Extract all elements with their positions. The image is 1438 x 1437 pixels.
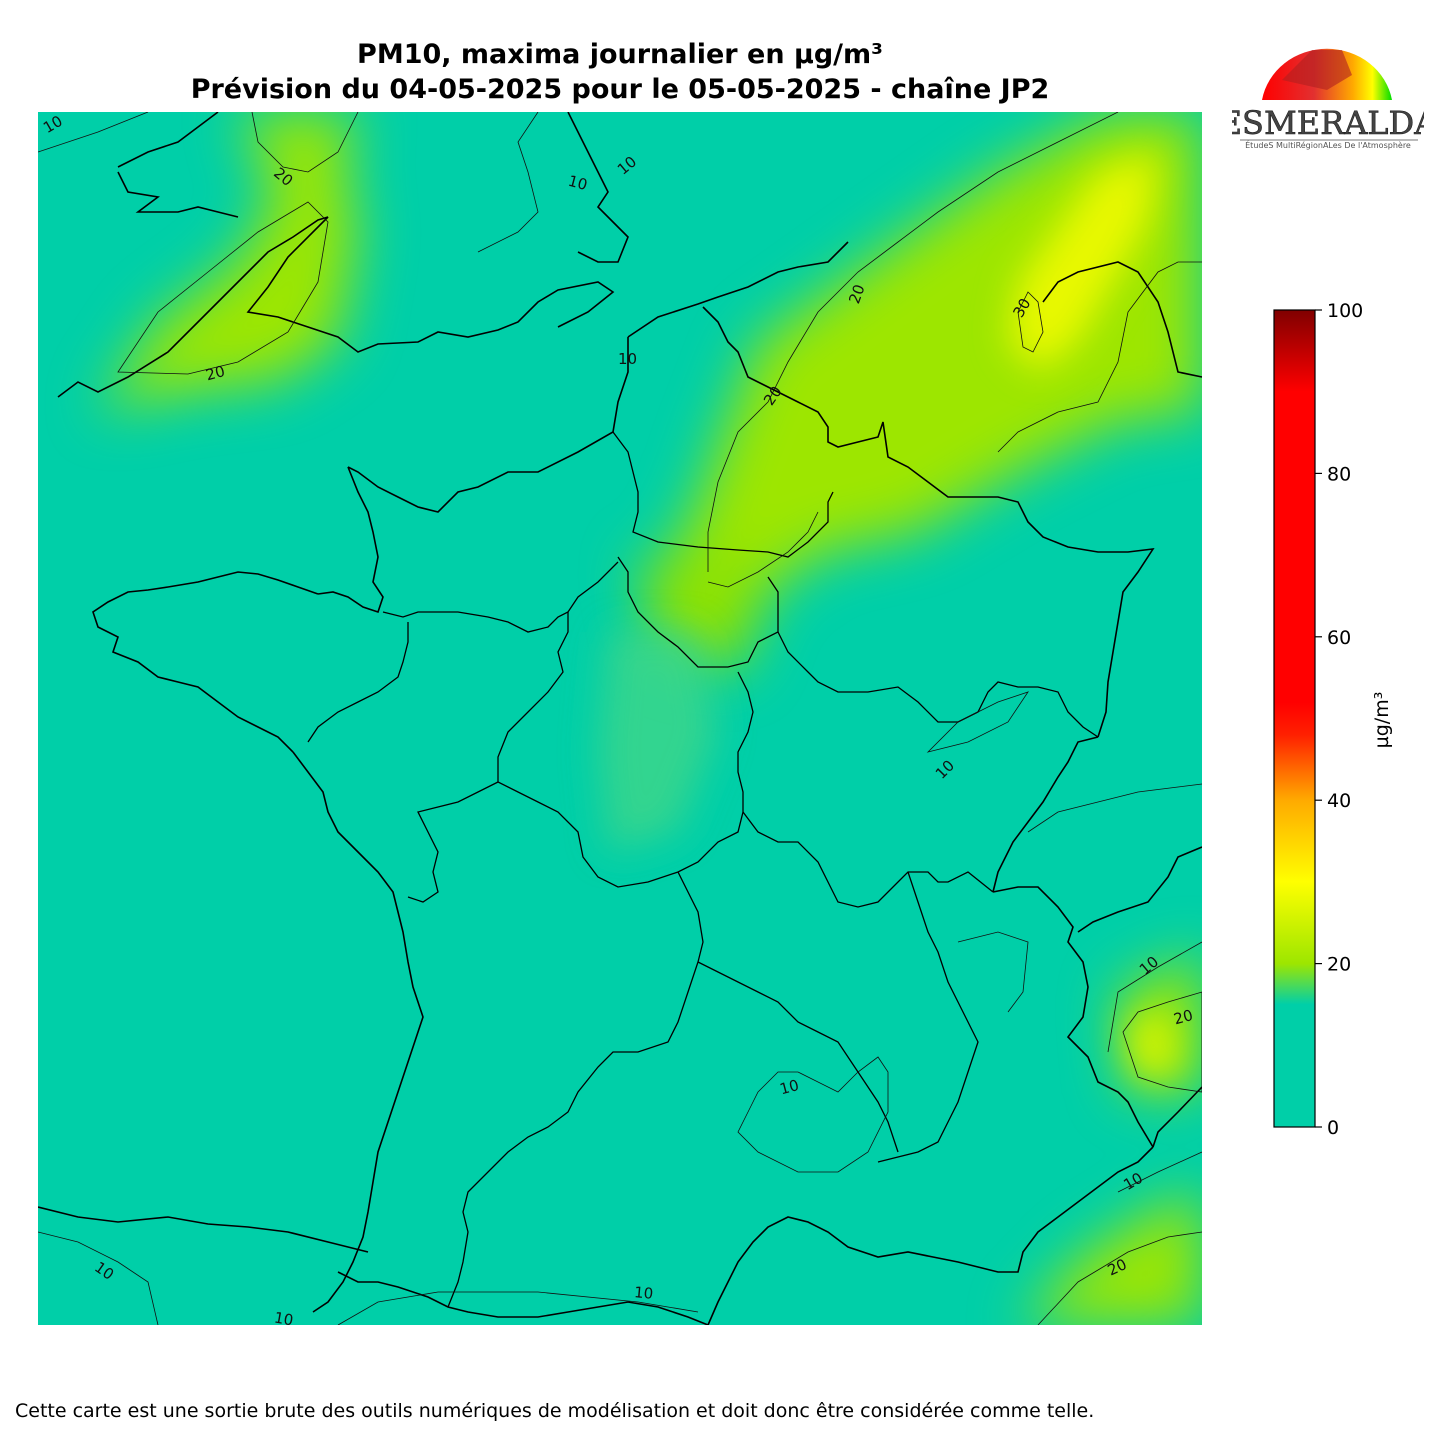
contour-label: 10 — [633, 1283, 654, 1303]
contour-label: 20 — [845, 282, 868, 306]
contour-label: 10 — [273, 1308, 295, 1325]
isoline-occitanie-10 — [737, 1056, 889, 1173]
boundaries — [38, 112, 1202, 1325]
colorbar: 0 20 40 60 80 100 µg/m³ — [1273, 300, 1392, 1139]
region-centre — [497, 612, 754, 888]
isoline-alps-10 — [926, 691, 1029, 753]
border-france-italy — [992, 886, 1154, 1148]
coastline-mediterranean — [707, 1146, 1154, 1325]
colorbar-tick-label: 100 — [1327, 300, 1363, 322]
colorbar-tick-label: 80 — [1327, 463, 1351, 485]
pollution-map: 10 20 10 10 20 30 20 10 20 10 10 20 10 1… — [38, 112, 1202, 1325]
colorbar-tick-label: 60 — [1327, 627, 1351, 649]
border-germany-east — [1042, 261, 1202, 378]
coastline-italy — [1077, 846, 1202, 1148]
coastline-spain-north — [38, 1206, 369, 1253]
isoline-nice-10 — [1107, 941, 1202, 1053]
field-uk-north — [238, 112, 358, 202]
coastline-uk-east — [117, 112, 219, 168]
coastline-uk-thames — [567, 112, 629, 263]
contour-label: 10 — [566, 172, 589, 194]
logo-name: ESMERALDA — [1232, 104, 1424, 142]
region-ile-de-france — [617, 556, 779, 668]
isoline-pyrenees-10 — [38, 1231, 159, 1325]
logo-dome-shade — [1282, 50, 1352, 90]
isoline-paris-20 — [707, 511, 819, 588]
isoline-alps-south-10 — [957, 931, 1029, 1013]
field-germany-hotspot — [1008, 152, 1158, 372]
isoline-channel-10 — [477, 112, 539, 253]
field-center-corridor — [598, 632, 718, 852]
map-title-line2: Prévision du 04-05-2025 pour le 05-05-20… — [190, 74, 1050, 105]
isoline-mediterranean-20 — [1037, 1231, 1202, 1325]
coastline-france-channel — [347, 337, 629, 513]
region-pays-de-la-loire — [307, 622, 409, 743]
contour-label: 20 — [204, 362, 227, 384]
border-france-germany — [963, 496, 1155, 738]
isoline-benelux-20 — [707, 112, 1119, 572]
field-northeast-france — [678, 392, 828, 592]
map-title-line1: PM10, maxima journalier en µg/m³ — [357, 39, 883, 70]
contour-label: 10 — [618, 350, 637, 368]
isoline-nice-20 — [1122, 991, 1202, 1093]
coastline-cotentin — [317, 466, 384, 614]
region-occitanie — [447, 871, 704, 1308]
region-occitanie-east — [697, 961, 899, 1153]
region-nouvelle-aquitaine-north — [407, 781, 499, 903]
isoline-mediterranean-10 — [1117, 1151, 1202, 1193]
isoline-south-10 — [337, 1291, 699, 1325]
contour-label: 20 — [1172, 1006, 1195, 1028]
coastline-uk-wales — [117, 171, 239, 218]
border-france-belgium — [702, 306, 963, 498]
disclaimer-text: Cette carte est une sortie brute des out… — [15, 1400, 1095, 1422]
isoline-uk-10 — [38, 112, 149, 153]
field-mediterranean — [1018, 1192, 1202, 1325]
coastline-uk-south — [57, 216, 615, 398]
colorbar-ticks: 0 20 40 60 80 100 — [1315, 300, 1363, 1139]
region-hauts-de-france — [612, 431, 834, 558]
border-france-spain — [337, 1271, 709, 1325]
isoline-germany-30 — [1017, 291, 1044, 353]
colorbar-gradient — [1273, 309, 1316, 1128]
isoline-switzerland-10 — [1027, 783, 1202, 833]
contour-label: 10 — [778, 1076, 801, 1098]
coastline-france-north — [627, 241, 849, 338]
colorbar-tick-label: 0 — [1327, 1117, 1339, 1139]
region-paca — [877, 871, 979, 1163]
region-normandie-east — [382, 561, 619, 633]
isoline-germany-20 — [997, 261, 1202, 453]
border-france-switzerland — [992, 736, 1099, 893]
colorbar-tick-label: 40 — [1327, 790, 1351, 812]
isoline-uk-20 — [117, 201, 329, 375]
contour-lines — [38, 112, 1202, 1325]
isoline-uk-20-north — [251, 112, 359, 173]
field-uk-west — [98, 132, 358, 412]
esmeralda-logo: ESMERALDA ÉtudeS MultiRégionALes De l'At… — [1232, 48, 1424, 150]
field-nice-core — [1128, 1012, 1178, 1077]
colorbar-tick-label: 20 — [1327, 954, 1351, 976]
region-aura — [742, 811, 994, 908]
coastline-brittany — [92, 571, 319, 753]
logo-tagline: ÉtudeS MultiRégionALes De l'Atmosphère — [1245, 139, 1411, 150]
coastline-biscay — [292, 751, 424, 1313]
colorbar-unit-label: µg/m³ — [1371, 692, 1392, 749]
